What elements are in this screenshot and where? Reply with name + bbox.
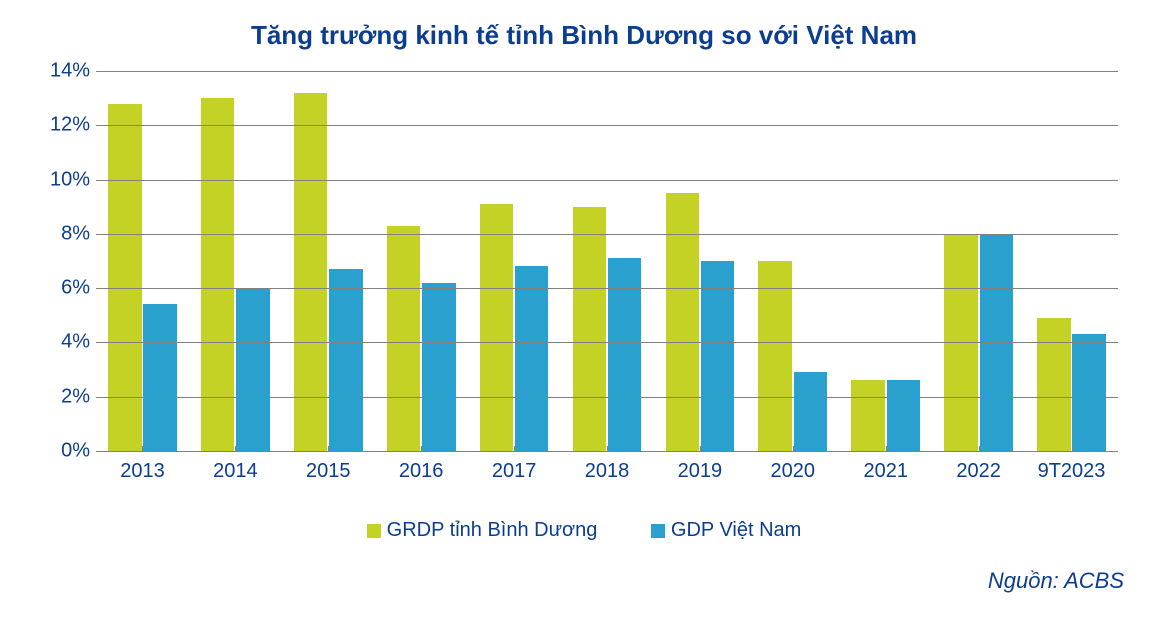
- bar-series-2: [422, 283, 455, 451]
- x-tick-label: 2021: [839, 452, 932, 483]
- bar-series-1: [108, 104, 141, 451]
- bar-series-2: [701, 261, 734, 451]
- bar-series-1: [758, 261, 791, 451]
- category-group: [375, 71, 468, 451]
- x-tick-label: 2019: [653, 452, 746, 483]
- bar-series-1: [666, 193, 699, 451]
- y-tick-label: 10%: [40, 168, 90, 191]
- grid-line: [96, 342, 1118, 343]
- grid-line: [96, 180, 1118, 181]
- category-group: [96, 71, 189, 451]
- y-tick-label: 14%: [40, 60, 90, 83]
- category-group: [1025, 71, 1118, 451]
- legend-swatch-series-1: [367, 524, 381, 538]
- category-group: [746, 71, 839, 451]
- category-group: [189, 71, 282, 451]
- bar-series-2: [515, 266, 548, 451]
- y-tick-label: 2%: [40, 385, 90, 408]
- category-group: [839, 71, 932, 451]
- legend: GRDP tỉnh Bình Dương GDP Việt Nam: [40, 519, 1128, 544]
- y-tick-label: 12%: [40, 114, 90, 137]
- source-label: Nguồn: ACBS: [40, 568, 1124, 594]
- category-group: [282, 71, 375, 451]
- y-tick-label: 4%: [40, 331, 90, 354]
- grid-line: [96, 234, 1118, 235]
- y-tick-label: 0%: [40, 440, 90, 463]
- bar-series-2: [143, 304, 176, 451]
- chart-title: Tăng trưởng kinh tế tỉnh Bình Dương so v…: [40, 20, 1128, 51]
- legend-label-series-2: GDP Việt Nam: [671, 519, 801, 542]
- category-group: [561, 71, 654, 451]
- bar-series-1: [1037, 318, 1070, 451]
- bar-series-2: [236, 288, 269, 451]
- legend-label-series-1: GRDP tỉnh Bình Dương: [387, 519, 598, 542]
- bar-series-1: [480, 204, 513, 451]
- category-group: [653, 71, 746, 451]
- x-tick-label: 2014: [189, 452, 282, 483]
- plot-area: 0%2%4%6%8%10%12%14%: [96, 71, 1118, 452]
- x-tick-label: 2017: [468, 452, 561, 483]
- bars-row: [96, 71, 1118, 451]
- bar-series-2: [329, 269, 362, 451]
- chart-container: Tăng trưởng kinh tế tỉnh Bình Dương so v…: [0, 0, 1168, 620]
- bar-series-1: [201, 98, 234, 451]
- bar-series-1: [387, 226, 420, 451]
- grid-line: [96, 288, 1118, 289]
- x-tick-label: 2015: [282, 452, 375, 483]
- x-tick-label: 2018: [561, 452, 654, 483]
- x-tick-label: 9T2023: [1025, 452, 1118, 483]
- legend-swatch-series-2: [651, 524, 665, 538]
- x-tick-label: 2013: [96, 452, 189, 483]
- y-tick-label: 6%: [40, 277, 90, 300]
- category-group: [468, 71, 561, 451]
- category-group: [932, 71, 1025, 451]
- x-tick-label: 2022: [932, 452, 1025, 483]
- legend-item-series-2: GDP Việt Nam: [651, 519, 801, 542]
- bar-series-2: [794, 372, 827, 451]
- bar-series-2: [887, 380, 920, 451]
- grid-line: [96, 397, 1118, 398]
- bar-series-1: [573, 207, 606, 451]
- bar-series-2: [1072, 334, 1105, 451]
- x-tick-label: 2016: [375, 452, 468, 483]
- grid-line: [96, 125, 1118, 126]
- y-tick-label: 8%: [40, 222, 90, 245]
- x-tick-label: 2020: [746, 452, 839, 483]
- bar-series-1: [851, 380, 884, 451]
- legend-item-series-1: GRDP tỉnh Bình Dương: [367, 519, 598, 542]
- x-axis: 2013201420152016201720182019202020212022…: [96, 452, 1118, 483]
- grid-line: [96, 71, 1118, 72]
